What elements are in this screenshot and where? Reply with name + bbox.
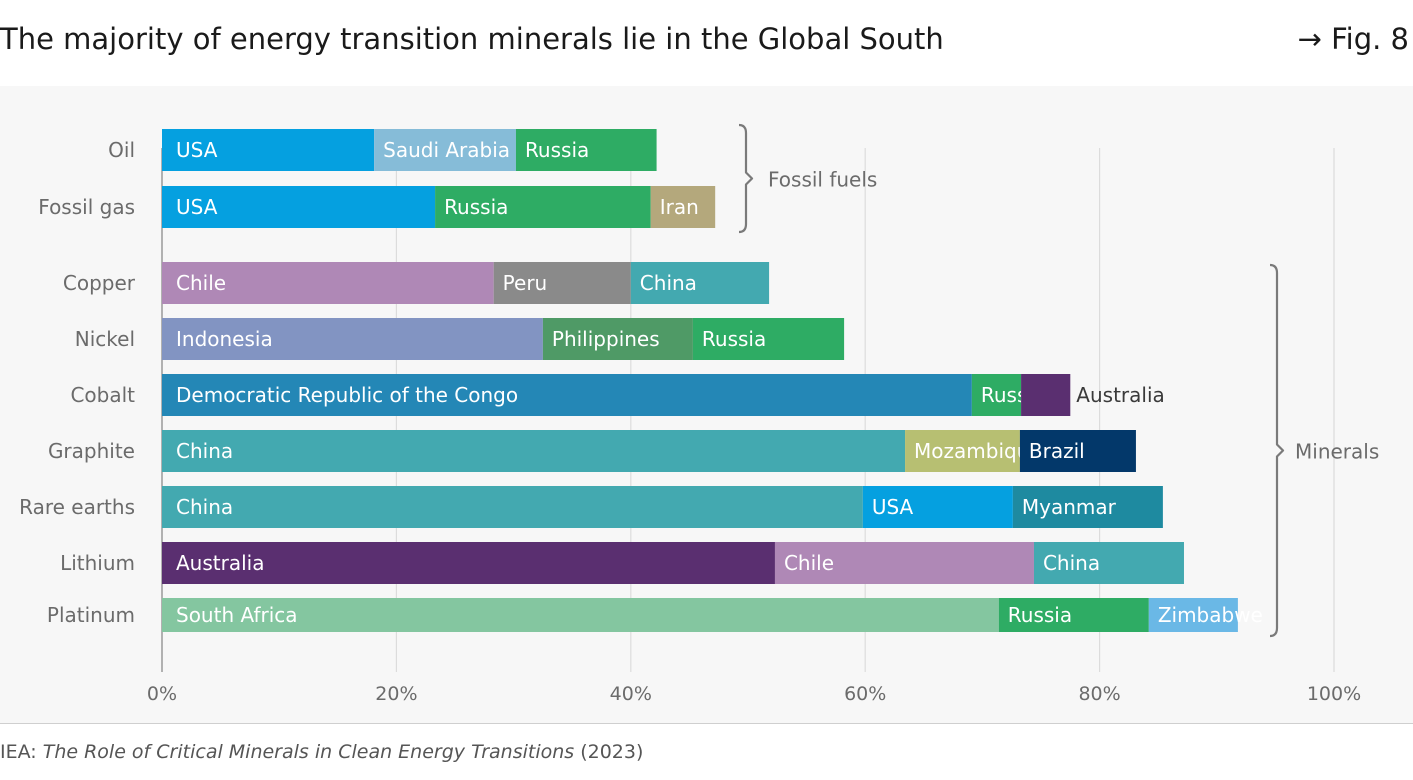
bar-cobalt-australia <box>1021 374 1071 416</box>
segment-label-platinum-zimbabwe: Zimbabwe <box>1158 603 1263 627</box>
segment-label-rare-earths-myanmar: Myanmar <box>1022 495 1117 519</box>
source-note: IEA: The Role of Critical Minerals in Cl… <box>0 741 643 763</box>
source-publication: The Role of Critical Minerals in Clean E… <box>42 741 575 763</box>
segment-label-lithium-china: China <box>1043 551 1100 575</box>
segment-label-fossil-gas-iran: Iran <box>660 195 699 219</box>
segment-label-copper-peru: Peru <box>503 271 548 295</box>
segment-label-oil-saudi-arabia: Saudi Arabia <box>383 138 510 162</box>
segment-label-copper-china: China <box>640 271 697 295</box>
bar-copper-china <box>630 262 770 304</box>
segment-label-graphite-brazil: Brazil <box>1029 439 1085 463</box>
row-label-lithium: Lithium <box>60 551 135 575</box>
bar-rare-earths-china <box>162 486 863 528</box>
row-label-nickel: Nickel <box>75 327 135 351</box>
bar-platinum-zimbabwe <box>1148 598 1238 632</box>
segment-label-lithium-australia: Australia <box>176 551 264 575</box>
bar-rare-earths-myanmar <box>1012 486 1163 528</box>
segment-label-copper-chile: Chile <box>176 271 226 295</box>
segment-label-cobalt-democratic-republic-of-the-congo: Democratic Republic of the Congo <box>176 383 518 407</box>
segment-label-platinum-russia: Russia <box>1008 603 1072 627</box>
x-tick-label: 60% <box>844 683 886 705</box>
row-label-fossil-gas: Fossil gas <box>38 195 135 219</box>
segment-label-rare-earths-china: China <box>176 495 233 519</box>
row-label-graphite: Graphite <box>48 439 135 463</box>
segment-label-oil-usa: USA <box>176 138 218 162</box>
bar-lithium-china <box>1033 542 1184 584</box>
segment-label-fossil-gas-russia: Russia <box>444 195 508 219</box>
segment-label-rare-earths-usa: USA <box>872 495 914 519</box>
bar-copper-chile <box>162 262 494 304</box>
bar-cobalt-russia <box>971 374 1022 416</box>
bar-fossil-gas-russia <box>435 186 651 228</box>
row-label-cobalt: Cobalt <box>70 383 135 407</box>
bar-oil-russia <box>515 129 657 171</box>
panel-bottom-rule <box>0 723 1413 724</box>
bar-nickel-russia <box>692 318 845 360</box>
group-brace-fossil-fuels <box>738 123 754 234</box>
figure-header: The majority of energy transition minera… <box>0 0 1413 86</box>
segment-label-nickel-indonesia: Indonesia <box>176 327 273 351</box>
row-label-rare-earths: Rare earths <box>19 495 135 519</box>
segment-label-fossil-gas-usa: USA <box>176 195 218 219</box>
row-label-copper: Copper <box>63 271 136 295</box>
bar-rare-earths-usa <box>862 486 1013 528</box>
group-brace-minerals <box>1269 263 1285 638</box>
group-label-fossil-fuels: Fossil fuels <box>768 168 877 192</box>
source-prefix: IEA: <box>0 741 43 763</box>
bar-lithium-australia <box>162 542 775 584</box>
bar-graphite-brazil <box>1019 430 1136 472</box>
segment-label-graphite-china: China <box>176 439 233 463</box>
bar-nickel-indonesia <box>162 318 543 360</box>
segment-label-nickel-russia: Russia <box>702 327 766 351</box>
bar-oil-usa <box>162 129 375 171</box>
source-year: (2023) <box>574 741 644 763</box>
chart-title: The majority of energy transition minera… <box>0 22 944 56</box>
row-label-platinum: Platinum <box>47 603 135 627</box>
x-tick-label: 20% <box>375 683 417 705</box>
segment-label-nickel-philippines: Philippines <box>552 327 660 351</box>
bar-nickel-philippines <box>542 318 693 360</box>
x-tick-label: 100% <box>1307 683 1361 705</box>
x-tick-label: 40% <box>610 683 652 705</box>
group-label-minerals: Minerals <box>1295 440 1379 464</box>
row-label-oil: Oil <box>108 138 135 162</box>
x-tick-label: 0% <box>147 683 177 705</box>
bar-platinum-south-africa <box>162 598 999 632</box>
segment-label-cobalt-australia: Australia <box>1076 383 1164 407</box>
figure-number: → Fig. 8 <box>1297 22 1409 56</box>
segment-label-oil-russia: Russia <box>525 138 589 162</box>
bar-cobalt-democratic-republic-of-the-congo <box>162 374 972 416</box>
x-tick-label: 80% <box>1078 683 1120 705</box>
segment-label-lithium-chile: Chile <box>784 551 834 575</box>
segment-label-platinum-south-africa: South Africa <box>176 603 298 627</box>
bar-fossil-gas-iran <box>650 186 716 228</box>
bar-copper-peru <box>493 262 631 304</box>
bar-oil-saudi-arabia <box>374 129 516 171</box>
bar-graphite-mozambique <box>905 430 1020 472</box>
bar-fossil-gas-usa <box>162 186 436 228</box>
bar-platinum-russia <box>998 598 1149 632</box>
bar-lithium-chile <box>774 542 1034 584</box>
bar-graphite-china <box>162 430 906 472</box>
